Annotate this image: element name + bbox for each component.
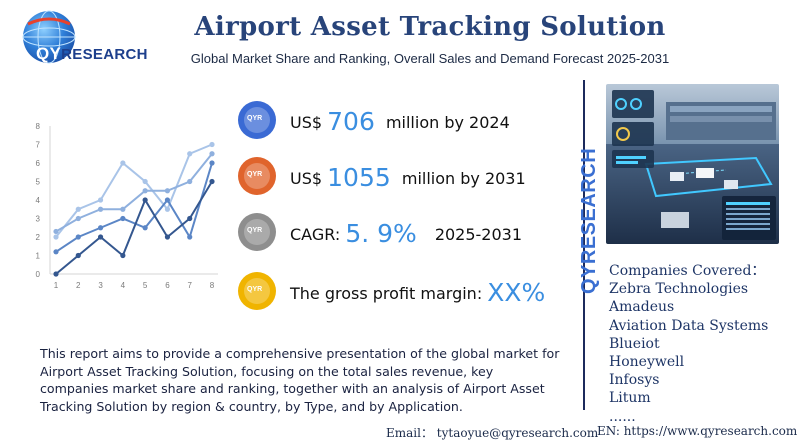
footer-website[interactable]: EN: https://www.qyresearch.com bbox=[597, 424, 798, 438]
stat-value: 5. 9% bbox=[345, 219, 417, 248]
stat-gross-margin: QYR The gross profit margin: XX% bbox=[238, 272, 558, 312]
series-4-point bbox=[53, 271, 59, 277]
company-item: Blueiot bbox=[609, 335, 660, 352]
stat-suffix: 2025-2031 bbox=[434, 225, 523, 244]
x-tick-label: 4 bbox=[121, 281, 126, 290]
series-4-point bbox=[209, 178, 215, 185]
x-tick-label: 5 bbox=[143, 281, 148, 290]
y-tick-label: 1 bbox=[36, 252, 41, 261]
stat-value: 706 bbox=[327, 107, 375, 136]
series-3-point bbox=[164, 197, 171, 203]
company-item: Infosys bbox=[609, 372, 660, 389]
y-tick-label: 6 bbox=[36, 159, 41, 168]
company-item: Honeywell bbox=[609, 354, 685, 371]
stat-value: XX% bbox=[487, 278, 546, 307]
companies-heading: Companies Covered： bbox=[609, 263, 766, 279]
series-3-point bbox=[142, 225, 148, 231]
x-tick-label: 6 bbox=[165, 281, 170, 290]
series-1-point bbox=[97, 197, 104, 203]
series-4-point bbox=[142, 197, 148, 203]
series-line-4 bbox=[55, 180, 213, 275]
globe-icon bbox=[22, 10, 76, 64]
x-tick-label: 1 bbox=[54, 281, 59, 290]
y-tick-label: 4 bbox=[36, 196, 41, 205]
airport-tracking-illustration bbox=[606, 84, 779, 244]
series-2-point bbox=[120, 206, 126, 212]
company-item: Aviation Data Systems bbox=[609, 317, 769, 334]
companies-more: ...... bbox=[609, 408, 636, 425]
qyr-badge-icon: QYR bbox=[238, 213, 276, 251]
series-1-point bbox=[120, 160, 126, 166]
logo-prefix: QY bbox=[36, 44, 62, 63]
stat-cagr: QYR CAGR: 5. 9% 2025-2031 bbox=[238, 213, 558, 253]
series-3-point bbox=[97, 225, 104, 231]
vertical-brand-text: QYRESEARCH bbox=[578, 147, 600, 294]
y-tick-label: 8 bbox=[36, 122, 41, 131]
x-tick-label: 7 bbox=[187, 281, 192, 290]
stat-prefix: CAGR: bbox=[290, 225, 346, 244]
stat-revenue-2031: QYR US$ 1055 million by 2031 bbox=[238, 157, 558, 197]
stat-prefix: The gross profit margin: bbox=[290, 284, 488, 303]
qyresearch-logo: QYRESEARCH bbox=[14, 10, 147, 66]
logo-suffix: RESEARCH bbox=[61, 46, 148, 63]
stat-revenue-2024: QYR US$ 706 million by 2024 bbox=[238, 101, 558, 141]
y-tick-label: 2 bbox=[36, 233, 41, 242]
series-2-point bbox=[209, 151, 215, 157]
company-item: Amadeus bbox=[609, 299, 675, 316]
company-item: Zebra Technologies bbox=[609, 281, 749, 298]
report-description: This report aims to provide a comprehens… bbox=[40, 346, 560, 414]
series-1-point bbox=[75, 206, 81, 212]
series-2-point bbox=[97, 206, 104, 212]
companies-covered-list: Companies Covered： Zebra Technologies Am… bbox=[609, 262, 768, 426]
y-tick-label: 7 bbox=[36, 141, 41, 150]
stat-prefix: US$ bbox=[290, 113, 328, 132]
page-subtitle: Global Market Share and Ranking, Overall… bbox=[190, 51, 670, 66]
footer-email[interactable]: Email： tytaoyue@qyresearch.com bbox=[386, 426, 599, 440]
series-1-point bbox=[209, 141, 215, 148]
stat-value: 1055 bbox=[327, 163, 391, 192]
stat-suffix: million by 2031 bbox=[396, 169, 526, 188]
series-3-point bbox=[209, 160, 215, 166]
series-2-point bbox=[187, 178, 193, 185]
page-title: Airport Asset Tracking Solution bbox=[194, 12, 666, 42]
x-tick-label: 3 bbox=[98, 281, 103, 290]
series-line-3 bbox=[55, 162, 213, 253]
series-line-2 bbox=[55, 153, 213, 233]
series-3-point bbox=[187, 234, 193, 240]
series-line-1 bbox=[55, 143, 213, 238]
series-4-point bbox=[120, 252, 126, 259]
y-tick-label: 0 bbox=[36, 270, 41, 279]
series-4-point bbox=[187, 215, 193, 222]
line-chart: 0 1 2 3 4 5 6 7 8 1 2 3 4 5 6 7 8 bbox=[36, 122, 218, 290]
qyr-badge-icon: QYR bbox=[238, 101, 276, 139]
y-tick-label: 5 bbox=[36, 178, 41, 187]
series-1-point bbox=[53, 234, 59, 240]
logo-wordmark: QYRESEARCH bbox=[36, 44, 148, 64]
series-4-point bbox=[75, 252, 81, 259]
series-1-point bbox=[164, 206, 171, 212]
company-item: Litum bbox=[609, 390, 651, 407]
series-1-point bbox=[142, 178, 148, 185]
series-2-point bbox=[164, 188, 171, 194]
stat-prefix: US$ bbox=[290, 169, 328, 188]
series-1-point bbox=[187, 151, 193, 157]
x-tick-label: 2 bbox=[76, 281, 81, 290]
series-4-point bbox=[97, 234, 104, 240]
divider-line bbox=[583, 80, 585, 410]
series-2-point bbox=[53, 228, 59, 235]
series-3-point bbox=[75, 234, 81, 240]
series-4-point bbox=[164, 234, 171, 240]
stat-suffix: million by 2024 bbox=[380, 113, 510, 132]
qyr-badge-icon: QYR bbox=[238, 272, 276, 310]
qyr-badge-icon: QYR bbox=[238, 157, 276, 195]
series-2-point bbox=[75, 215, 81, 222]
y-tick-label: 3 bbox=[36, 215, 41, 224]
x-tick-label: 8 bbox=[210, 281, 215, 290]
series-3-point bbox=[120, 215, 126, 222]
series-2-point bbox=[142, 188, 148, 194]
series-3-point bbox=[53, 249, 59, 255]
